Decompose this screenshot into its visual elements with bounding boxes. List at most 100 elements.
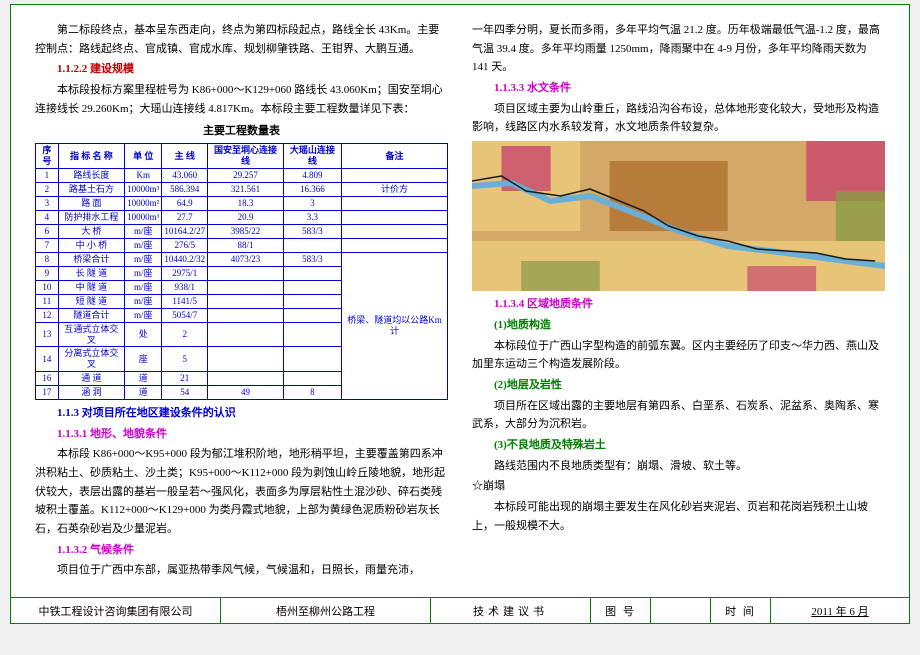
table-cell: 12 (36, 308, 59, 322)
table-header: 单 位 (125, 144, 162, 169)
table-cell: 8 (283, 385, 341, 399)
table-cell: 10440.2/32 (162, 252, 208, 266)
table-cell: 16.366 (283, 182, 341, 196)
footer-doc: 技术建议书 (431, 598, 591, 623)
table-cell (208, 347, 284, 372)
table-cell: 座 (125, 347, 162, 372)
table-cell: 54 (162, 385, 208, 399)
table-cell: 43.060 (162, 168, 208, 182)
table-cell: 17 (36, 385, 59, 399)
page: 第二标段终点，基本呈东西走向，终点为第四标段起点，路线全长 43Km。主要控制点… (10, 4, 910, 624)
table-row: 1路线长度Km43.06029.2574.809 (36, 168, 448, 182)
geology-map (472, 141, 885, 291)
table-cell: 道 (125, 385, 162, 399)
table-cell (283, 308, 341, 322)
table-cell: 13 (36, 322, 59, 347)
table-row: 7中 小 桥m/座276/588/1 (36, 238, 448, 252)
footer-time-label: 时 间 (711, 598, 771, 623)
table-row: 2路基土石方10000m³586.394321.56116.366计价方 (36, 182, 448, 196)
table-cell: 大 桥 (58, 224, 124, 238)
table-cell: 7 (36, 238, 59, 252)
heading-scale: 1.1.2.2 建设规模 (35, 60, 448, 79)
table-cell: 8 (36, 252, 59, 266)
table-cell: 9 (36, 266, 59, 280)
table-cell: 1 (36, 168, 59, 182)
para: 本标段投标方案里程桩号为 K86+000～K129+060 路线长 43.060… (35, 81, 448, 118)
table-row: 6大 桥m/座10164.2/273985/22583/3 (36, 224, 448, 238)
footer-fig-label: 图 号 (591, 598, 651, 623)
table-cell (208, 280, 284, 294)
table-cell: 通 道 (58, 371, 124, 385)
table-cell: 长 隧 道 (58, 266, 124, 280)
table-cell: 583/3 (283, 252, 341, 266)
table-cell: 3985/22 (208, 224, 284, 238)
table-cell: 3 (36, 196, 59, 210)
para: 路线范围内不良地质类型有：崩塌、滑坡、软土等。 (472, 457, 885, 476)
sub-adverse: (3)不良地质及特殊岩土 (472, 436, 885, 455)
left-column: 第二标段终点，基本呈东西走向，终点为第四标段起点，路线全长 43Km。主要控制点… (35, 21, 448, 593)
table-cell: 88/1 (208, 238, 284, 252)
table-cell: 处 (125, 322, 162, 347)
para: 一年四季分明，夏长而多雨，多年平均气温 21.2 度。历年极端最低气温-1.2 … (472, 21, 885, 77)
para: 本标段位于广西山字型构造的前弧东翼。区内主要经历了印支～华力西、燕山及加里东运动… (472, 337, 885, 374)
para: 项目区域主要为山岭重丘，路线沿沟谷布设，总体地形变化较大，受地形及构造影响，线路… (472, 100, 885, 137)
table-cell: 计价方 (342, 182, 448, 196)
table-cell (208, 322, 284, 347)
table-cell: 防护排水工程 (58, 210, 124, 224)
table-cell: Km (125, 168, 162, 182)
table-cell: 5 (162, 347, 208, 372)
table-cell (283, 347, 341, 372)
table-row: 3路 面10000m²64.918.33 (36, 196, 448, 210)
sub-strata: (2)地层及岩性 (472, 376, 885, 395)
table-cell: 18.3 (208, 196, 284, 210)
table-cell (283, 266, 341, 280)
table-cell: m/座 (125, 308, 162, 322)
table-cell: 短 隧 道 (58, 294, 124, 308)
table-cell: 276/5 (162, 238, 208, 252)
table-cell: m/座 (125, 252, 162, 266)
table-cell: 5054/7 (162, 308, 208, 322)
table-cell: 20.9 (208, 210, 284, 224)
table-cell: 分离式立体交叉 (58, 347, 124, 372)
table-cell: m/座 (125, 266, 162, 280)
table-cell: 29.257 (208, 168, 284, 182)
table-cell: 49 (208, 385, 284, 399)
table-cell: 938/1 (162, 280, 208, 294)
table-cell: 10 (36, 280, 59, 294)
table-title: 主要工程数量表 (35, 122, 448, 141)
table-cell: 路基土石方 (58, 182, 124, 196)
table-cell: 583/3 (283, 224, 341, 238)
para: 第二标段终点，基本呈东西走向，终点为第四标段起点，路线全长 43Km。主要控制点… (35, 21, 448, 58)
table-cell (208, 308, 284, 322)
table-cell: 21 (162, 371, 208, 385)
heading-climate: 1.1.3.2 气候条件 (35, 541, 448, 560)
table-cell: 321.561 (208, 182, 284, 196)
table-cell: 4 (36, 210, 59, 224)
footer-project: 梧州至柳州公路工程 (221, 598, 431, 623)
table-cell: 586.394 (162, 182, 208, 196)
footer-fig (651, 598, 711, 623)
table-cell (283, 322, 341, 347)
table-cell (342, 238, 448, 252)
table-cell: 路线长度 (58, 168, 124, 182)
right-column: 一年四季分明，夏长而多雨，多年平均气温 21.2 度。历年极端最低气温-1.2 … (472, 21, 885, 593)
heading-conditions: 1.1.3 对项目所在地区建设条件的认识 (35, 404, 448, 423)
table-cell (283, 371, 341, 385)
table-cell: 11 (36, 294, 59, 308)
table-cell: 14 (36, 347, 59, 372)
table-cell (342, 210, 448, 224)
table-header: 主 线 (162, 144, 208, 169)
table-cell (342, 196, 448, 210)
table-cell: m/座 (125, 224, 162, 238)
table-cell: 2 (162, 322, 208, 347)
heading-geology: 1.1.3.4 区域地质条件 (472, 295, 885, 314)
table-cell (283, 294, 341, 308)
table-cell: 中 小 桥 (58, 238, 124, 252)
table-cell (208, 294, 284, 308)
table-cell: 27.7 (162, 210, 208, 224)
table-header: 大瑶山连接线 (283, 144, 341, 169)
table-cell: 涵 洞 (58, 385, 124, 399)
table-row: 8桥梁合计m/座10440.2/324073/23583/3桥梁、隧道均以公路K… (36, 252, 448, 266)
para: 项目所在区域出露的主要地层有第四系、白垩系、石炭系、泥盆系、奥陶系、寒武系，大部… (472, 397, 885, 434)
table-cell: 10000m³ (125, 210, 162, 224)
